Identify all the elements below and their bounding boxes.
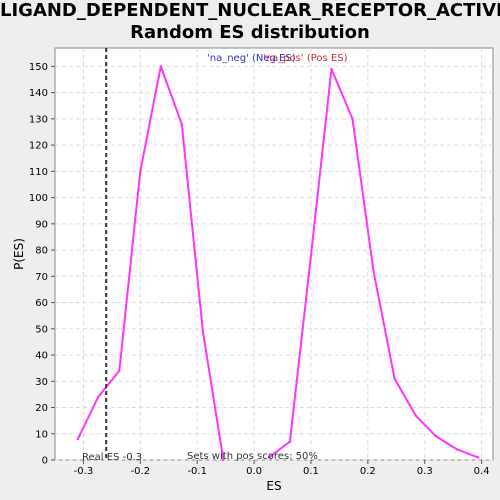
title-line-2: Random ES distribution [130,22,370,43]
series-line [76,65,225,461]
y-tick-label: 30 [35,377,48,388]
series-point [351,117,354,121]
series-point [267,456,271,459]
series-point [97,395,100,399]
y-tick-label: 50 [35,324,48,335]
y-tick-label: 140 [29,88,48,99]
series-point [180,122,184,126]
y-tick-label: 110 [29,167,48,178]
series-point [414,414,417,417]
series-point [222,458,225,462]
y-tick-label: 130 [29,114,48,125]
y-tick-label: 20 [35,403,48,414]
x-tick-label: -0.1 [187,466,207,477]
x-tick-label: 0.4 [474,466,490,477]
series-point [477,456,480,459]
x-tick-label: 0.3 [417,466,433,477]
x-tick-label: -0.3 [74,466,94,477]
series-point [118,369,121,372]
real-es-label: Real ES -0.3 [82,452,142,463]
x-tick-label: 0.2 [360,466,376,477]
series-point [139,170,142,173]
title-line-1: LIGAND_DEPENDENT_NUCLEAR_RECEPTOR_ACTIVI… [0,0,500,21]
chart-title: LIGAND_DEPENDENT_NUCLEAR_RECEPTOR_ACTIVI… [0,0,500,44]
y-tick-label: 150 [29,62,48,73]
series-point [76,437,79,441]
y-tick-label: 0 [42,456,48,467]
pos-scores-annotation: Sets with pos scores: 50% [187,451,318,462]
x-tick-label: 0.1 [303,466,319,477]
x-tick-label: 0.0 [246,466,262,477]
series-point [201,330,205,333]
x-tick-label: -0.2 [131,466,151,477]
y-tick-label: 90 [35,219,48,230]
plot-area [54,47,494,461]
series-lines [76,65,480,462]
y-tick-label: 40 [35,351,48,362]
series-point [330,67,333,71]
series-point [309,254,313,257]
y-tick-label: 60 [35,298,48,309]
series-point [434,435,438,438]
y-tick-label: 10 [35,429,48,440]
series-point [393,377,396,380]
y-tick-label: 70 [35,272,48,283]
series-point [372,269,375,273]
grid-lines [55,48,493,461]
series-point [159,65,163,68]
series-point [455,448,459,451]
x-axis-title: ES [266,479,281,493]
legend-pos: 'na_pos' (Pos ES) [263,53,348,64]
y-tick-label: 100 [29,193,48,204]
series-point [288,440,292,443]
y-axis-ticks: 0 10 20 30 40 50 60 70 80 90 100 110 120 130 140 150 [29,62,55,467]
legend-neg: 'na_neg' (Neg ES) [207,53,296,64]
y-tick-label: 80 [35,246,48,257]
x-axis-ticks: -0.3 -0.2 -0.1 0.0 0.1 0.2 0.3 0.4 [74,460,490,477]
y-tick-label: 120 [29,141,48,152]
y-axis-title: P(ES) [12,238,26,270]
